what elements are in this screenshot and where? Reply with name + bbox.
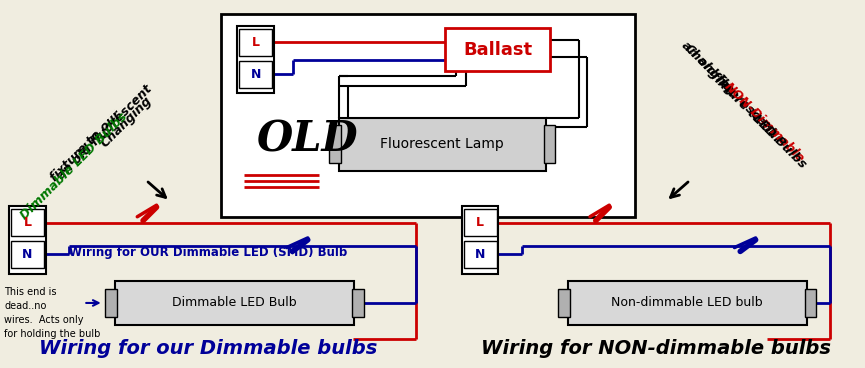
Bar: [240, 29, 272, 56]
Bar: [558, 289, 570, 317]
Text: Wiring for OUR Dimmable LED (SMD) Bulb: Wiring for OUR Dimmable LED (SMD) Bulb: [69, 246, 348, 259]
Bar: [106, 289, 117, 317]
Bar: [464, 241, 497, 268]
Text: Fluorescent Lamp: Fluorescent Lamp: [381, 137, 504, 151]
Bar: [11, 241, 44, 268]
Text: Wiring for our Dimmable bulbs: Wiring for our Dimmable bulbs: [40, 339, 378, 358]
Text: This end is
dead..no
wires.  Acts only
for holding the bulb: This end is dead..no wires. Acts only fo…: [4, 287, 100, 339]
Bar: [567, 281, 807, 325]
Text: Changing: Changing: [99, 94, 155, 151]
Bar: [804, 289, 817, 317]
Text: OLD: OLD: [257, 118, 358, 160]
Bar: [352, 289, 363, 317]
Bar: [544, 125, 555, 163]
Text: NON-Dimmable: NON-Dimmable: [721, 80, 807, 165]
Bar: [240, 61, 272, 88]
Bar: [238, 26, 274, 93]
Text: Wiring for NON-dimmable bulbs: Wiring for NON-dimmable bulbs: [482, 339, 831, 358]
Text: Dimmable LED Bulb: Dimmable LED Bulb: [172, 297, 297, 309]
Bar: [445, 28, 550, 71]
Text: an old fluorescent: an old fluorescent: [679, 39, 778, 138]
Text: N: N: [251, 68, 261, 81]
Text: Changing: Changing: [682, 41, 738, 98]
Bar: [10, 206, 46, 273]
Text: Dimmable LED Bulbs: Dimmable LED Bulbs: [17, 110, 130, 222]
Text: Non-dimmable LED bulb: Non-dimmable LED bulb: [612, 297, 763, 309]
Text: LED Bulbs: LED Bulbs: [750, 112, 809, 171]
Text: an old fluorescent: an old fluorescent: [54, 82, 154, 182]
Text: L: L: [476, 216, 484, 229]
Bar: [338, 117, 546, 170]
Text: L: L: [252, 36, 260, 49]
Bar: [464, 209, 497, 236]
Bar: [11, 209, 44, 236]
Bar: [115, 281, 354, 325]
Text: N: N: [475, 248, 485, 261]
Text: N: N: [22, 248, 33, 261]
Text: L: L: [23, 216, 31, 229]
Text: fixture to our: fixture to our: [48, 109, 125, 184]
Text: Ballast: Ballast: [463, 40, 532, 59]
Bar: [462, 206, 498, 273]
Bar: [221, 14, 635, 217]
Bar: [329, 125, 341, 163]
Text: fixture to our: fixture to our: [708, 70, 784, 146]
